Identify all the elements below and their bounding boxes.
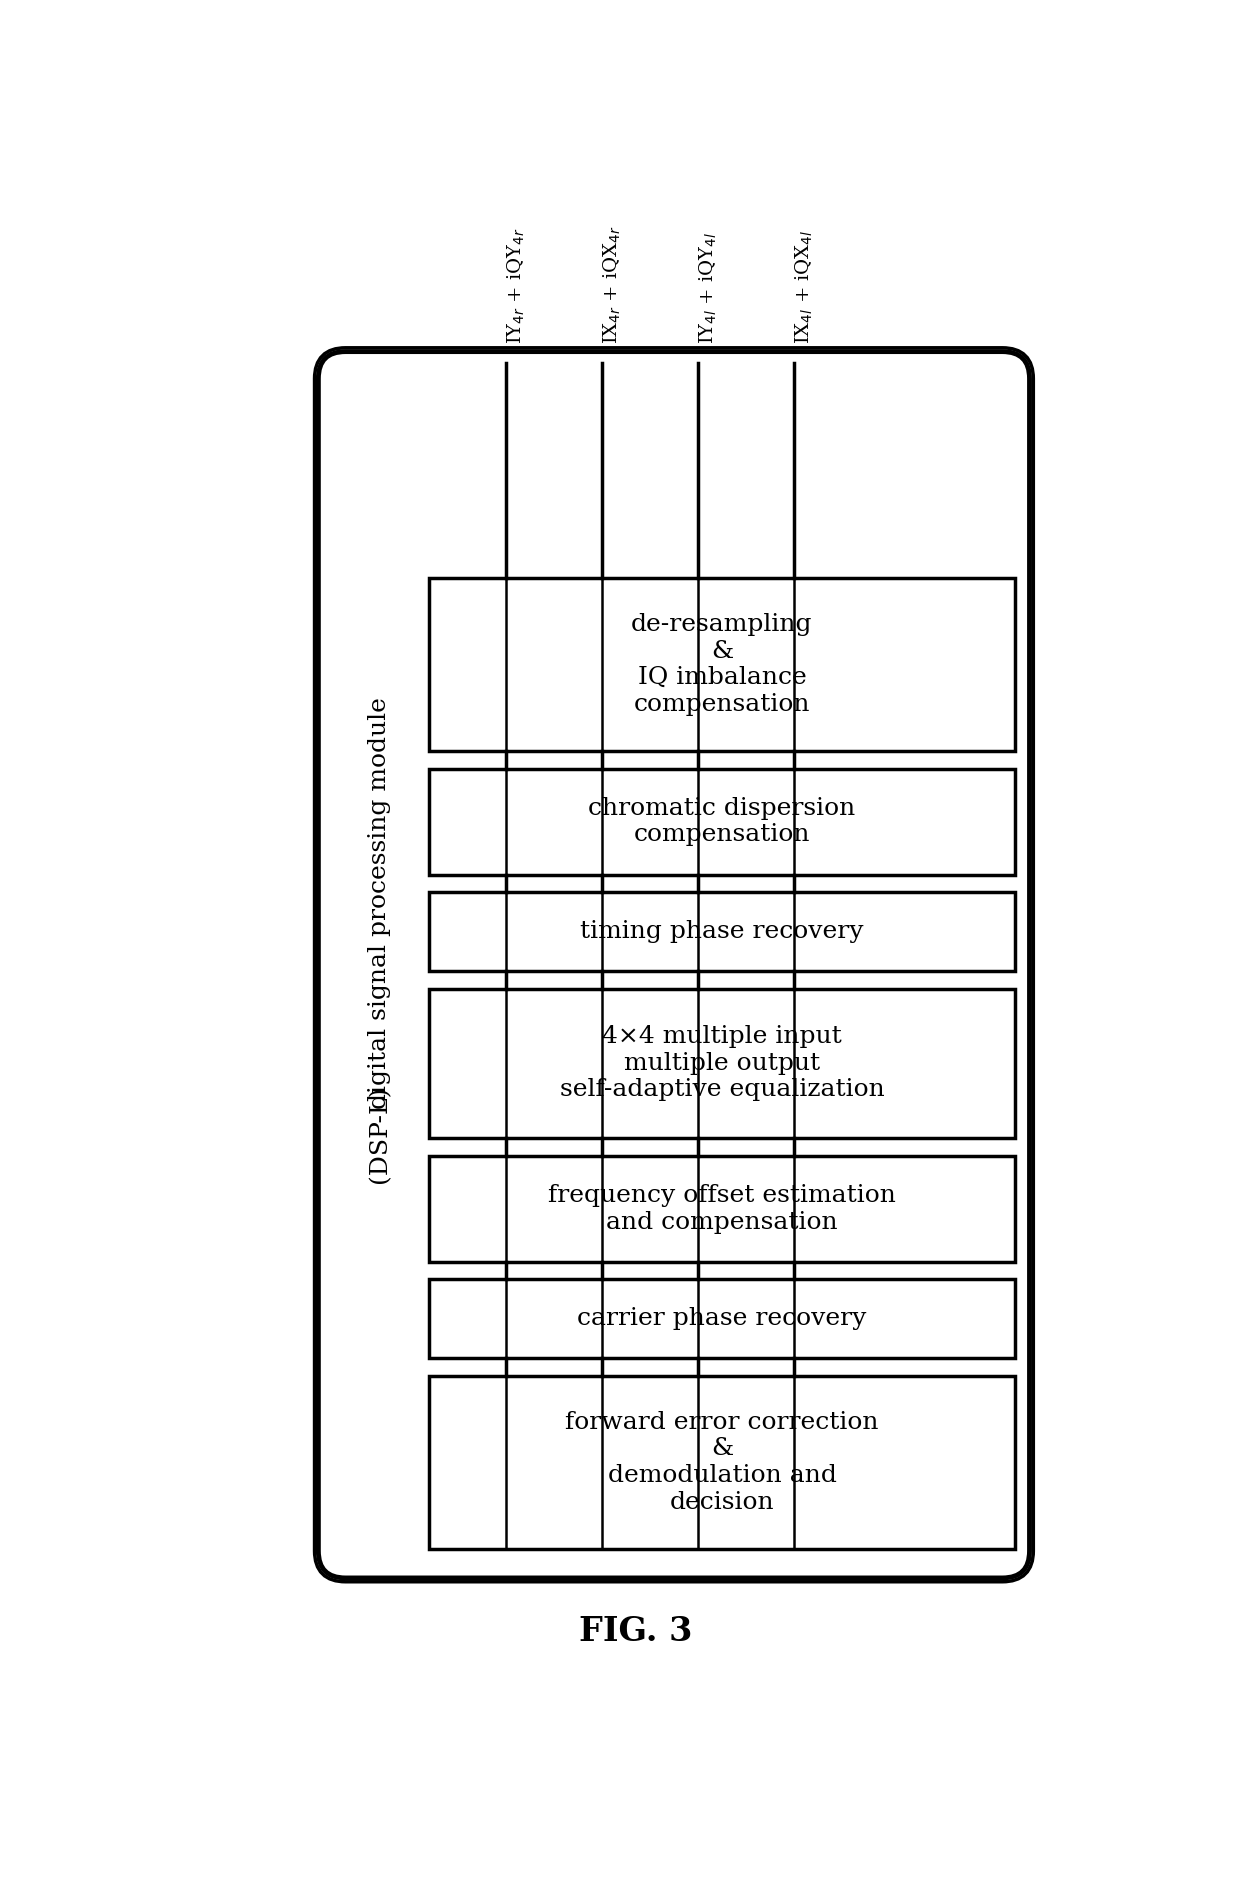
Text: (DSP-L): (DSP-L) — [368, 1086, 392, 1183]
Bar — [429, 988, 1016, 1138]
Text: IX$_{4l}$ + iQX$_{4l}$: IX$_{4l}$ + iQX$_{4l}$ — [794, 229, 816, 345]
Text: timing phase recovery: timing phase recovery — [580, 920, 864, 942]
Text: forward error correction
&
demodulation and
decision: forward error correction & demodulation … — [565, 1411, 879, 1513]
Text: IX$_{4r}$ + iQX$_{4r}$: IX$_{4r}$ + iQX$_{4r}$ — [601, 226, 624, 345]
Bar — [429, 1376, 1016, 1549]
Text: FIG. 3: FIG. 3 — [579, 1615, 692, 1648]
Bar — [429, 768, 1016, 874]
Text: carrier phase recovery: carrier phase recovery — [578, 1306, 867, 1331]
FancyBboxPatch shape — [319, 351, 1029, 1577]
Text: 4×4 multiple input
multiple output
self-adaptive equalization: 4×4 multiple input multiple output self-… — [559, 1026, 884, 1102]
Bar — [429, 1155, 1016, 1263]
Bar — [429, 578, 1016, 751]
Bar — [429, 1280, 1016, 1358]
Text: frequency offset estimation
and compensation: frequency offset estimation and compensa… — [548, 1183, 897, 1234]
Text: digital signal processing module: digital signal processing module — [368, 698, 392, 1109]
Bar — [429, 893, 1016, 971]
Text: IY$_{4r}$ + iQY$_{4r}$: IY$_{4r}$ + iQY$_{4r}$ — [506, 228, 527, 345]
Text: de-resampling
&
IQ imbalance
compensation: de-resampling & IQ imbalance compensatio… — [631, 612, 812, 717]
Text: chromatic dispersion
compensation: chromatic dispersion compensation — [588, 796, 856, 846]
Text: IY$_{4l}$ + iQY$_{4l}$: IY$_{4l}$ + iQY$_{4l}$ — [698, 231, 719, 345]
